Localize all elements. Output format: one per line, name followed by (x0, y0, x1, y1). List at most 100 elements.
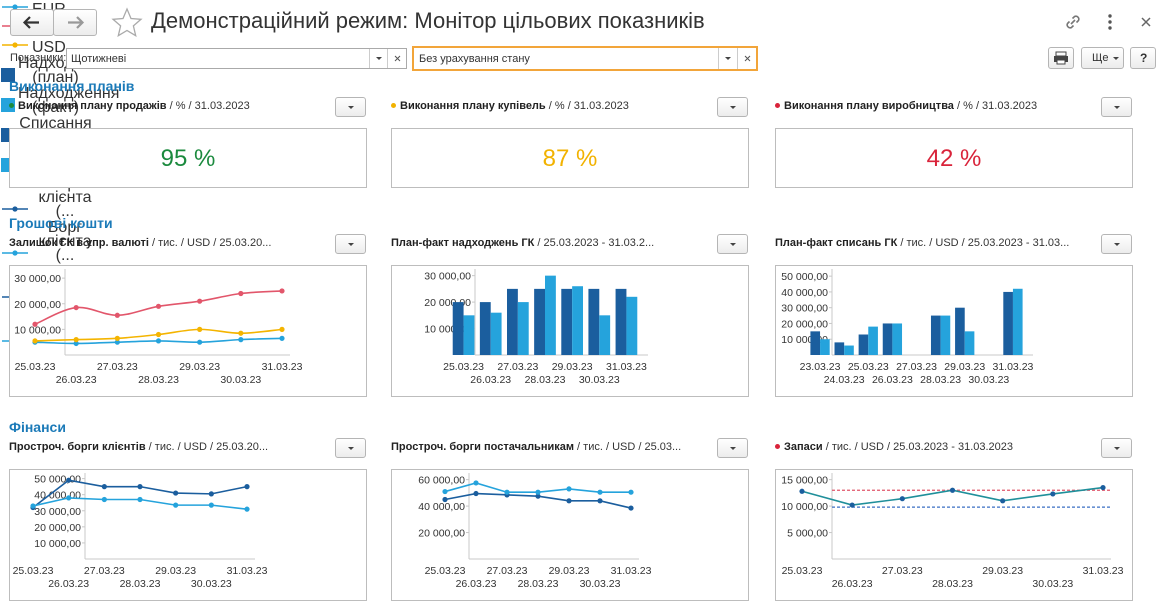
data-point (173, 502, 179, 508)
widget-menu-button[interactable] (335, 438, 366, 458)
widget-name: Запаси (784, 441, 823, 453)
widget-name: Виконання плану продажів (18, 100, 167, 112)
x-tick-label: 31.03.23 (606, 361, 647, 373)
kpi-value: 42 % (926, 145, 982, 172)
back-button[interactable] (10, 9, 54, 36)
legend-swatch (2, 206, 28, 212)
widget-name: План-факт списань ГК (775, 237, 898, 249)
y-tick-label: 15 000,00 (781, 475, 828, 487)
data-point (597, 489, 603, 495)
widget-name: Простроч. борги постачальникам (391, 441, 574, 453)
data-point (197, 339, 203, 345)
x-tick-label: 28.03.23 (525, 374, 566, 386)
period-field[interactable]: Щотижневі (66, 48, 407, 69)
legend-label: USD (32, 39, 66, 56)
favorite-star[interactable] (111, 7, 143, 37)
data-point (208, 491, 214, 497)
widget-title: План-факт надходжень ГК / 25.03.2023 - 3… (391, 237, 654, 249)
bar (517, 302, 529, 355)
data-point (279, 326, 285, 332)
widget-menu-button[interactable] (1101, 234, 1132, 254)
forward-button[interactable] (53, 9, 97, 36)
y-tick-label: 30 000,00 (14, 273, 61, 285)
x-tick-label: 29.03.23 (549, 565, 590, 577)
widget-box (9, 469, 367, 601)
bar (545, 275, 556, 355)
data-point (628, 505, 634, 511)
link-icon[interactable] (1062, 11, 1084, 33)
clear-button[interactable] (737, 48, 757, 69)
data-point (137, 496, 143, 503)
data-point (66, 495, 72, 501)
data-point (628, 489, 634, 495)
widget-menu-button[interactable] (717, 438, 748, 458)
back-icon (22, 16, 39, 29)
more-button[interactable]: Ще (1081, 47, 1124, 69)
y-tick-label: 50 000,00 (34, 474, 81, 486)
data-point (208, 502, 214, 508)
close-icon[interactable] (1136, 11, 1156, 33)
data-point (114, 312, 120, 318)
dropdown-arrow[interactable] (369, 49, 388, 68)
widget-menu-button[interactable] (335, 234, 366, 254)
legend-label: Борг клієнта (... (38, 219, 92, 264)
legend-dot (12, 250, 18, 256)
data-point (73, 340, 79, 347)
x-tick-label: 27.03.23 (84, 565, 125, 577)
menu-icon[interactable] (1100, 11, 1120, 33)
widget-menu-button[interactable] (1101, 438, 1132, 458)
bar (882, 323, 893, 355)
bar (507, 288, 518, 355)
widget-details: / тис. / USD / 25.03.20... (145, 441, 269, 453)
y-tick-label: 50 000,00 (781, 271, 828, 283)
x-tick-label: 31.03.23 (993, 361, 1034, 373)
data-point (73, 304, 79, 311)
state-field[interactable]: Без урахування стану (412, 46, 758, 71)
widget-box: 95 % (9, 128, 367, 188)
x-tick-label: 31.03.23 (227, 565, 268, 577)
dropdown-arrow[interactable] (718, 48, 738, 69)
data-point (32, 321, 38, 327)
widget-menu-button[interactable] (335, 97, 366, 117)
x-tick-label: 29.03.23 (552, 361, 593, 373)
bar (626, 296, 638, 355)
status-dot (9, 103, 14, 108)
data-point (1050, 491, 1056, 497)
bar (572, 286, 583, 355)
x-tick-label: 25.03.23 (13, 565, 54, 577)
x-tick-label: 30.03.23 (220, 374, 261, 386)
y-tick-label: 10 000,00 (34, 538, 81, 550)
widget-title: План-факт списань ГК / тис. / USD / 25.0… (775, 237, 1069, 249)
x-tick-label: 29.03.23 (179, 361, 220, 373)
widget-menu-button[interactable] (717, 234, 748, 254)
bar (561, 288, 573, 355)
data-point (32, 338, 38, 344)
legend-swatch (2, 250, 28, 256)
bar (599, 315, 611, 355)
bar (490, 312, 502, 355)
widget-name: Виконання плану купівель (400, 100, 546, 112)
help-button[interactable]: ? (1130, 47, 1156, 69)
data-point (504, 489, 510, 495)
data-point (799, 488, 805, 494)
chart: 20 000,00 40 000,00 60 000,00 25.03.2326.03… (418, 473, 652, 590)
bar (615, 288, 627, 355)
status-dot (391, 103, 396, 108)
caret (730, 243, 736, 246)
y-tick-label: 10 000,00 (14, 324, 61, 336)
data-point (137, 484, 143, 490)
widget-menu-button[interactable] (1101, 97, 1132, 117)
clear-button[interactable] (387, 49, 407, 68)
widget-details: / тис. / USD / 25.03... (574, 441, 682, 453)
data-point (279, 335, 285, 341)
widget-menu-button[interactable] (717, 97, 748, 117)
bar (858, 334, 869, 355)
widget-box (775, 265, 1133, 397)
print-button[interactable] (1048, 47, 1074, 69)
data-point (173, 490, 179, 496)
data-point (155, 303, 162, 309)
data-point (66, 477, 72, 483)
bar (820, 339, 830, 355)
